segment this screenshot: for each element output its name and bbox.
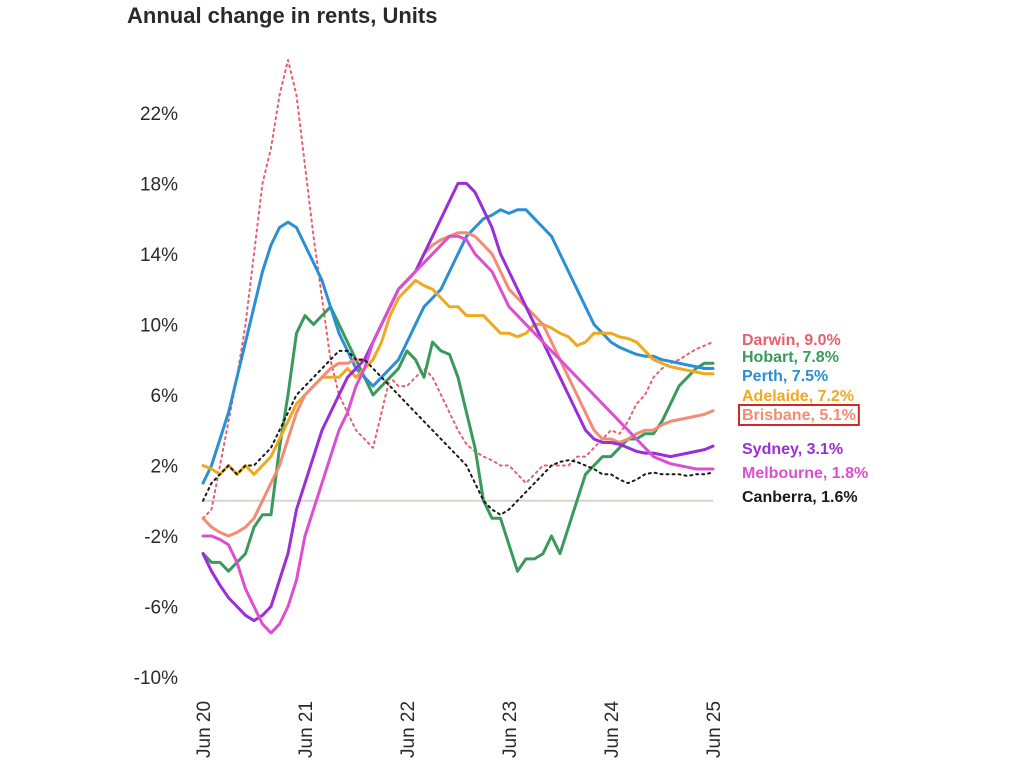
- series-layer: [201, 59, 715, 635]
- y-tick-label: -10%: [134, 668, 178, 689]
- series-line-brisbane: [201, 231, 715, 538]
- series-line-sydney: [201, 181, 715, 623]
- y-tick-label: 22%: [140, 104, 178, 125]
- series-line-melbourne: [201, 234, 715, 635]
- y-axis: 22% 18% 14% 10% 6% 2% -2% -6% -10%: [134, 104, 178, 689]
- y-tick-label: 10%: [140, 315, 178, 336]
- series-line-darwin: [202, 59, 714, 520]
- series-label-sydney: Sydney, 3.1%: [742, 441, 843, 458]
- y-tick-label: 18%: [140, 174, 178, 195]
- series-label-perth: Perth, 7.5%: [742, 368, 828, 385]
- series-label-adelaide: Adelaide, 7.2%: [742, 388, 854, 405]
- x-axis: Jun 20 Jun 21 Jun 22 Jun 23 Jun 24 Jun 25: [194, 701, 725, 758]
- highlight-box: [738, 404, 860, 426]
- x-tick-label: Jun 21: [296, 701, 317, 758]
- series-line-perth: [201, 208, 715, 485]
- x-tick-label: Jun 24: [602, 701, 623, 758]
- series-label-brisbane: Brisbane, 5.1%: [742, 407, 856, 424]
- y-tick-label: 6%: [151, 386, 179, 407]
- series-line-canberra: [202, 349, 714, 516]
- y-tick-label: 14%: [140, 245, 178, 266]
- y-tick-label: -2%: [144, 527, 178, 548]
- series-line-adelaide: [201, 278, 715, 476]
- end-labels: Darwin, 9.0%Hobart, 7.8% Perth, 7.5% Adela…: [738, 332, 868, 506]
- series-label-darwin: Darwin, 9.0%: [742, 332, 841, 349]
- y-tick-label: 2%: [151, 456, 179, 477]
- x-tick-label: Jun 25: [704, 701, 725, 758]
- series-label-hobart: Hobart, 7.8%: [742, 349, 839, 366]
- x-tick-label: Jun 20: [194, 701, 215, 758]
- series-label-canberra: Canberra, 1.6%: [742, 489, 858, 506]
- y-tick-label: -6%: [144, 597, 178, 618]
- series-label-melbourne: Melbourne, 1.8%: [742, 465, 868, 482]
- chart-title: Annual change in rents, Units: [127, 3, 438, 28]
- x-tick-label: Jun 22: [398, 701, 419, 758]
- x-tick-label: Jun 23: [500, 701, 521, 758]
